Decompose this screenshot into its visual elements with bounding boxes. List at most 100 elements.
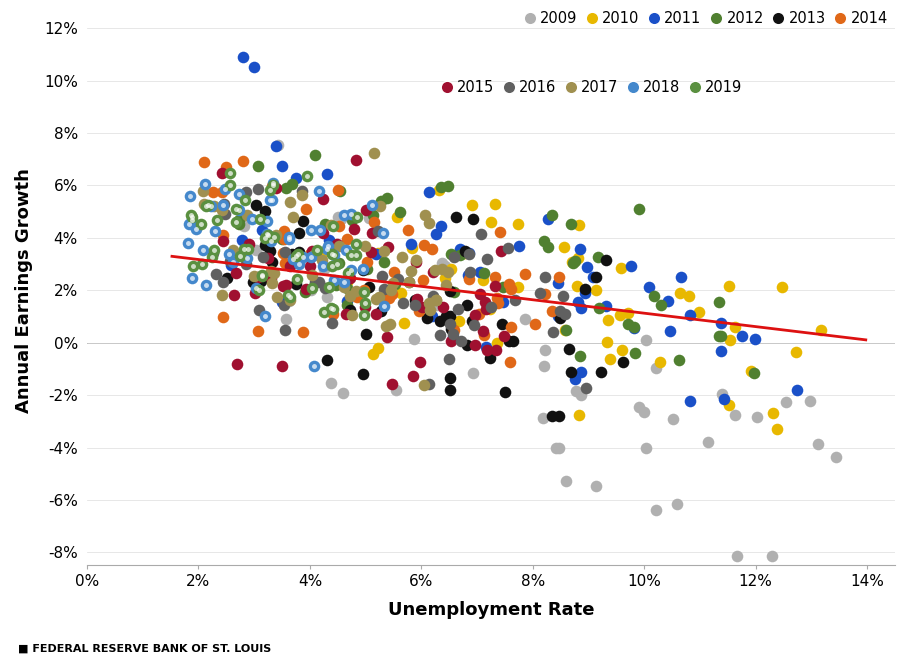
Point — [722, 281, 736, 292]
Point — [230, 358, 245, 369]
Point — [494, 319, 509, 330]
Point — [349, 249, 363, 260]
Point — [252, 214, 267, 224]
Point — [730, 550, 744, 561]
Point — [343, 291, 358, 302]
Point — [466, 368, 480, 378]
Point — [215, 168, 229, 178]
Point — [559, 325, 573, 335]
Point — [183, 191, 197, 201]
Point — [421, 217, 436, 228]
Point — [435, 258, 450, 269]
Point — [197, 179, 212, 189]
Point — [367, 216, 381, 227]
Point — [552, 306, 567, 316]
Point — [501, 279, 516, 289]
Point — [239, 187, 254, 197]
Point — [713, 346, 728, 357]
Point — [304, 251, 318, 262]
Point — [727, 322, 742, 333]
Point — [765, 550, 780, 561]
Point — [309, 244, 324, 255]
Point — [319, 292, 334, 302]
Point — [264, 273, 278, 283]
Point — [722, 400, 736, 411]
Point — [377, 301, 391, 312]
Point — [568, 374, 582, 384]
Point — [492, 227, 507, 238]
Point — [357, 310, 371, 321]
Point — [468, 310, 482, 320]
Point — [551, 411, 566, 422]
Point — [388, 277, 402, 287]
Point — [365, 200, 379, 211]
Point — [184, 209, 198, 220]
Point — [389, 384, 403, 395]
Point — [260, 229, 275, 240]
Point — [238, 194, 252, 205]
Point — [283, 295, 298, 306]
Point — [355, 368, 369, 379]
Point — [316, 193, 330, 204]
Point — [235, 235, 249, 246]
Point — [317, 264, 331, 275]
Point — [291, 246, 306, 257]
Point — [672, 355, 686, 366]
Point — [291, 228, 306, 239]
Point — [318, 306, 332, 317]
Point — [248, 199, 263, 210]
Point — [248, 287, 262, 298]
Point — [198, 201, 213, 211]
Point — [766, 408, 781, 418]
Point — [264, 277, 278, 288]
Point — [563, 366, 578, 377]
Point — [195, 259, 209, 269]
Point — [181, 238, 196, 249]
Point — [735, 331, 750, 341]
Point — [196, 186, 210, 197]
Point — [574, 367, 589, 378]
Point — [240, 244, 255, 254]
Point — [407, 334, 421, 345]
Point — [270, 292, 285, 303]
Point — [551, 442, 566, 453]
Point — [267, 267, 281, 278]
Point — [282, 296, 297, 306]
Point — [327, 275, 341, 285]
Point — [358, 302, 372, 312]
Point — [263, 246, 278, 256]
Point — [291, 249, 306, 259]
Point — [262, 195, 277, 205]
Point — [375, 271, 389, 281]
Point — [445, 329, 460, 340]
Point — [258, 310, 272, 321]
Point — [238, 194, 252, 205]
Point — [326, 304, 340, 315]
Point — [308, 150, 322, 160]
Point — [185, 212, 199, 222]
Point — [358, 241, 372, 251]
Point — [544, 306, 559, 317]
Point — [246, 277, 260, 287]
Point — [344, 214, 359, 225]
Point — [216, 312, 230, 322]
Point — [196, 245, 210, 255]
Point — [571, 409, 586, 420]
Point — [264, 265, 278, 276]
Point — [497, 331, 511, 341]
Point — [198, 201, 213, 211]
Point — [712, 331, 726, 342]
Point — [443, 311, 458, 321]
Point — [307, 360, 321, 371]
Point — [494, 246, 509, 257]
Point — [268, 141, 283, 151]
Point — [385, 289, 399, 300]
Point — [426, 290, 440, 301]
Point — [723, 335, 737, 345]
Point — [602, 315, 616, 325]
Point — [309, 244, 324, 255]
Point — [541, 242, 555, 252]
Point — [319, 169, 334, 180]
Point — [231, 205, 246, 216]
Legend: 2015, 2016, 2017, 2018, 2019: 2015, 2016, 2017, 2018, 2019 — [440, 80, 743, 95]
